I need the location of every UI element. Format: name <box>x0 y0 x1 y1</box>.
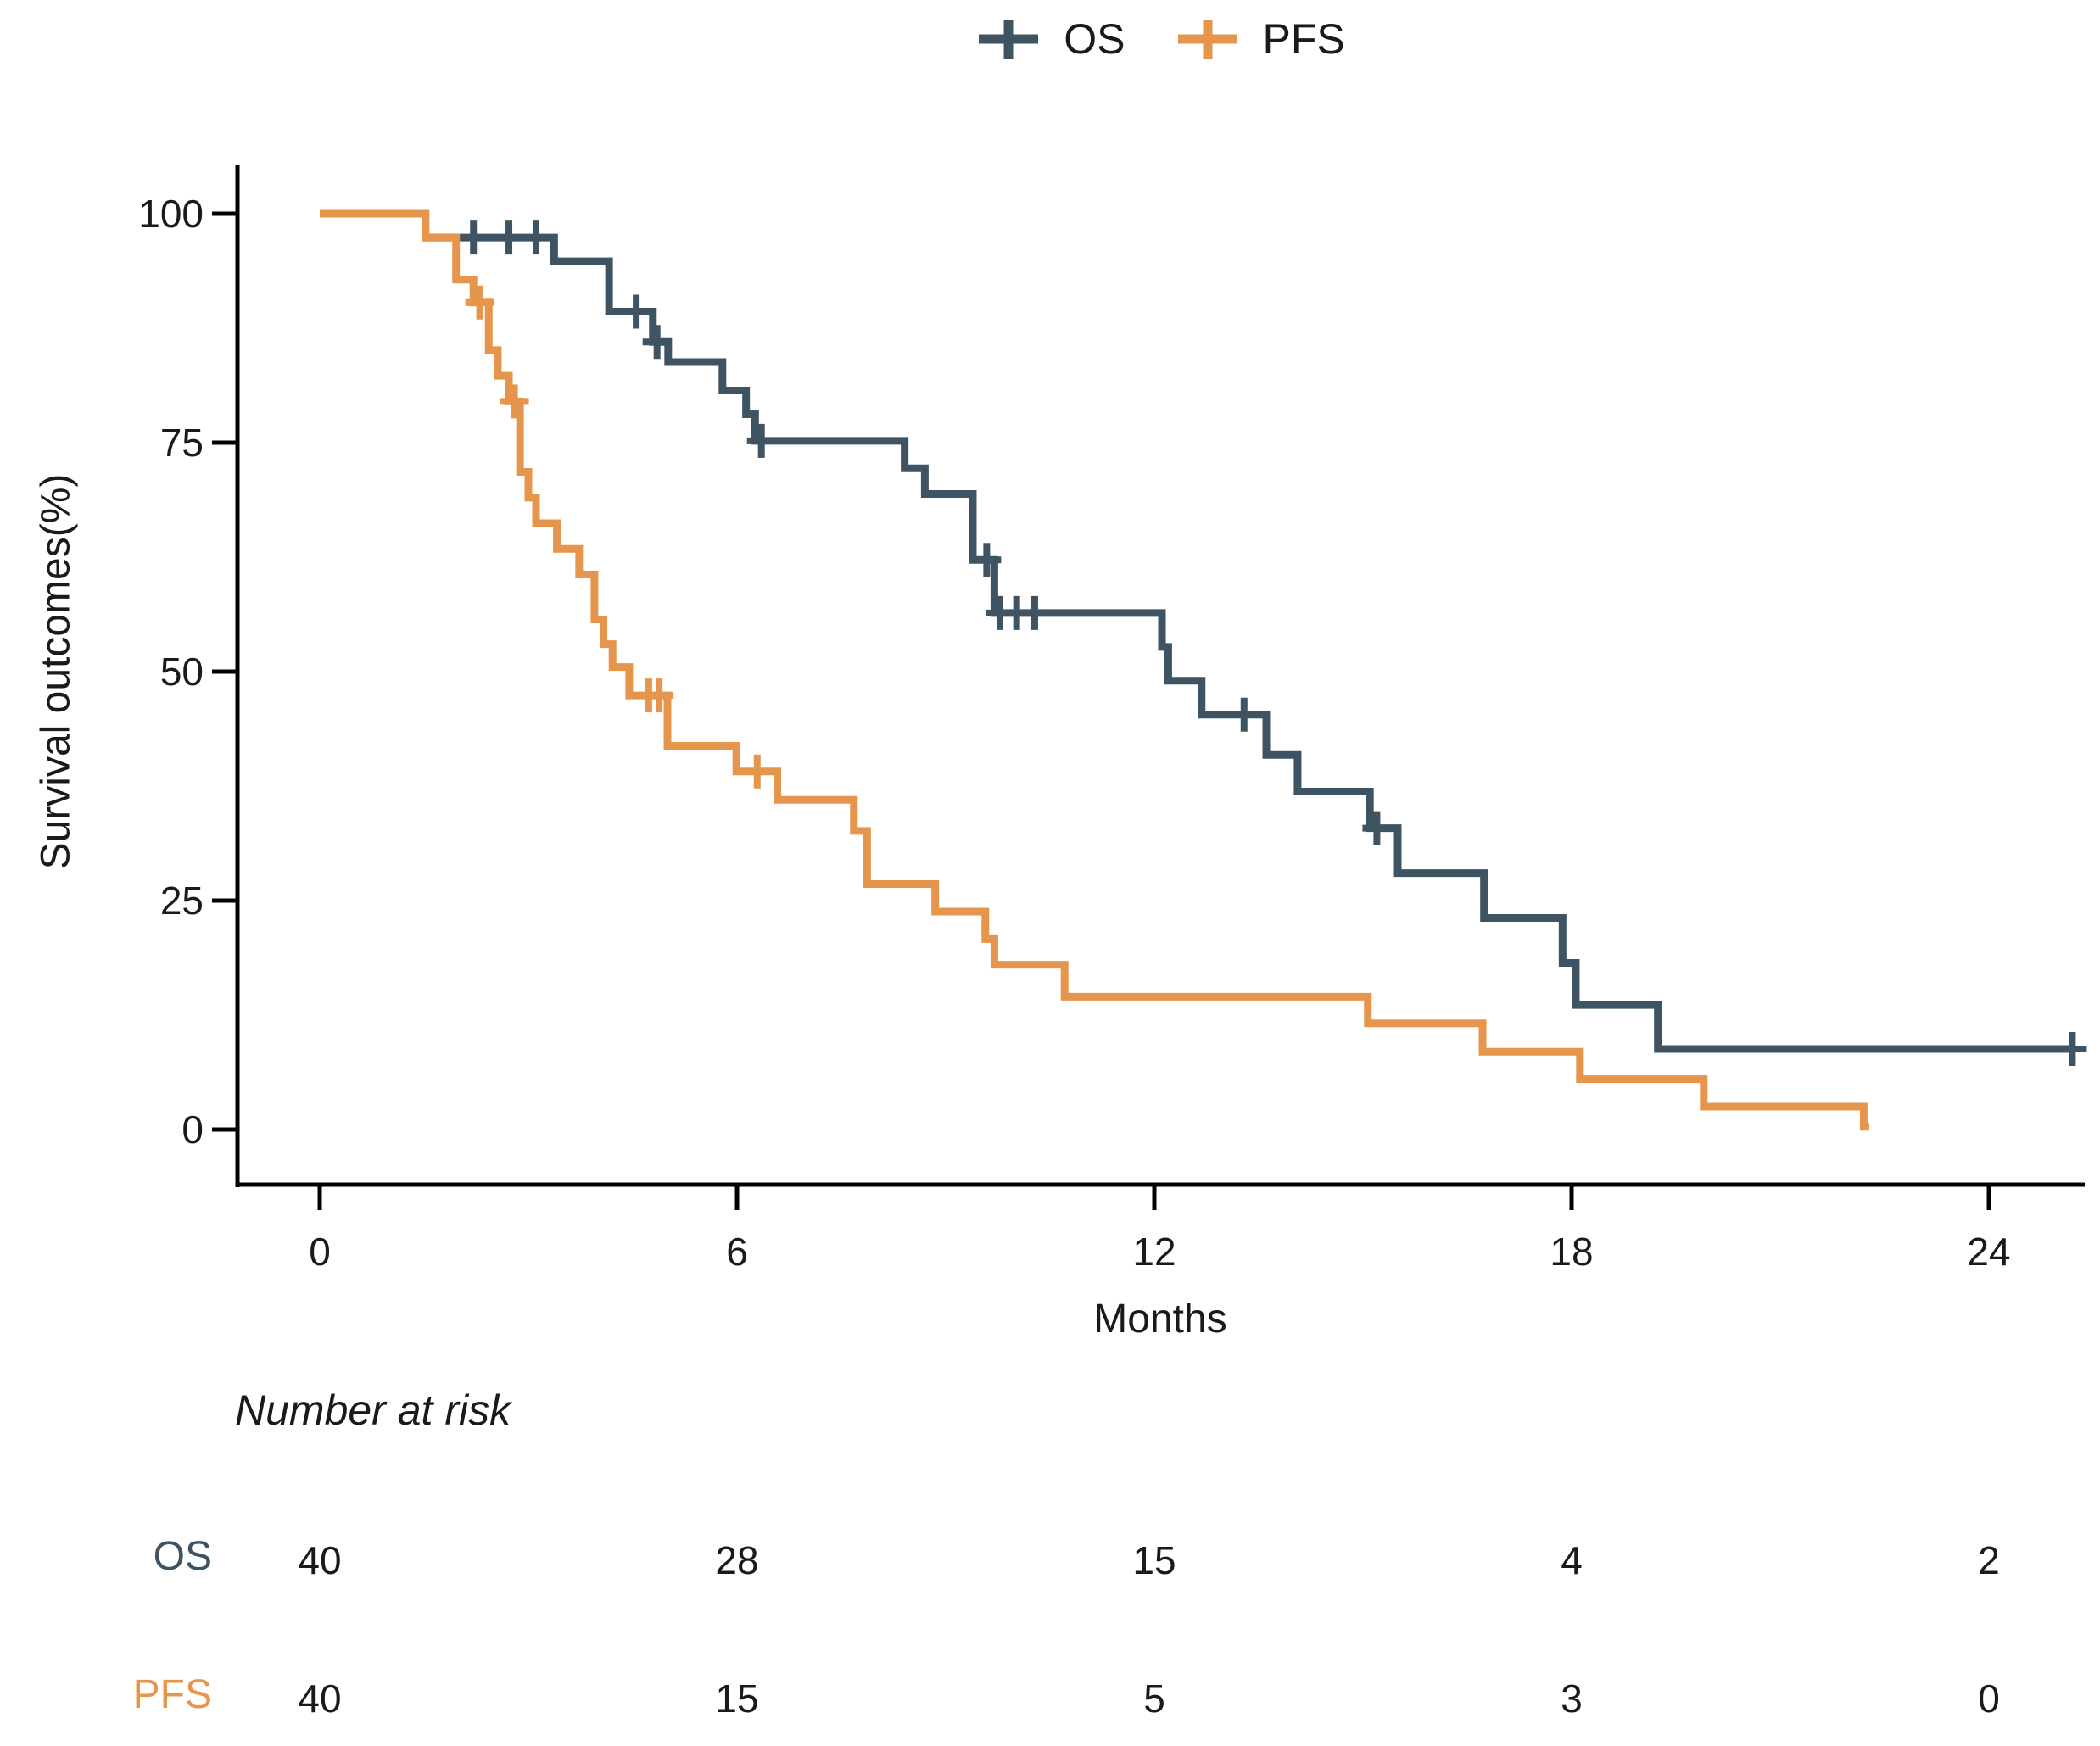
risk-value-pfs: 3 <box>1561 1676 1583 1721</box>
risk-table-header: Number at risk <box>235 1386 511 1434</box>
risk-value-pfs: 0 <box>1978 1676 2000 1721</box>
x-tick-label: 18 <box>1550 1230 1593 1274</box>
pfs-curve <box>320 209 1869 1131</box>
x-tick-label: 0 <box>309 1230 331 1274</box>
risk-row-label-pfs: PFS <box>132 1672 212 1717</box>
os-censor-plus-icon <box>979 20 1039 59</box>
risk-value-os: 28 <box>715 1538 758 1582</box>
x-axis-title: Months <box>1093 1297 1227 1342</box>
y-axis-title: Survival outcomes(%) <box>33 473 79 870</box>
os-curve <box>320 209 2073 1053</box>
legend-label-os: OS <box>1064 15 1125 63</box>
y-tick-label: 100 <box>138 192 204 236</box>
legend-label-pfs: PFS <box>1262 15 1345 63</box>
risk-value-os: 40 <box>298 1538 341 1582</box>
risk-value-os: 15 <box>1132 1538 1176 1582</box>
x-tick-label: 12 <box>1132 1230 1176 1274</box>
x-tick-label: 6 <box>726 1230 748 1274</box>
x-tick-label: 24 <box>1967 1230 2010 1274</box>
risk-row-label-os: OS <box>153 1534 212 1579</box>
risk-value-pfs: 5 <box>1143 1676 1165 1721</box>
risk-value-pfs: 40 <box>298 1676 341 1721</box>
y-tick-label: 75 <box>160 421 204 465</box>
y-tick-label: 0 <box>182 1107 204 1152</box>
legend-item-os: OS <box>975 15 1125 63</box>
risk-value-pfs: 15 <box>715 1676 758 1721</box>
risk-value-os: 2 <box>1978 1538 2000 1582</box>
y-tick-label: 50 <box>160 650 204 694</box>
legend: OS PFS <box>237 12 2083 66</box>
y-tick-label: 25 <box>160 879 204 923</box>
risk-value-os: 4 <box>1561 1538 1583 1582</box>
pfs-censor-plus-icon <box>1177 20 1237 59</box>
legend-item-pfs: PFS <box>1175 15 1345 63</box>
